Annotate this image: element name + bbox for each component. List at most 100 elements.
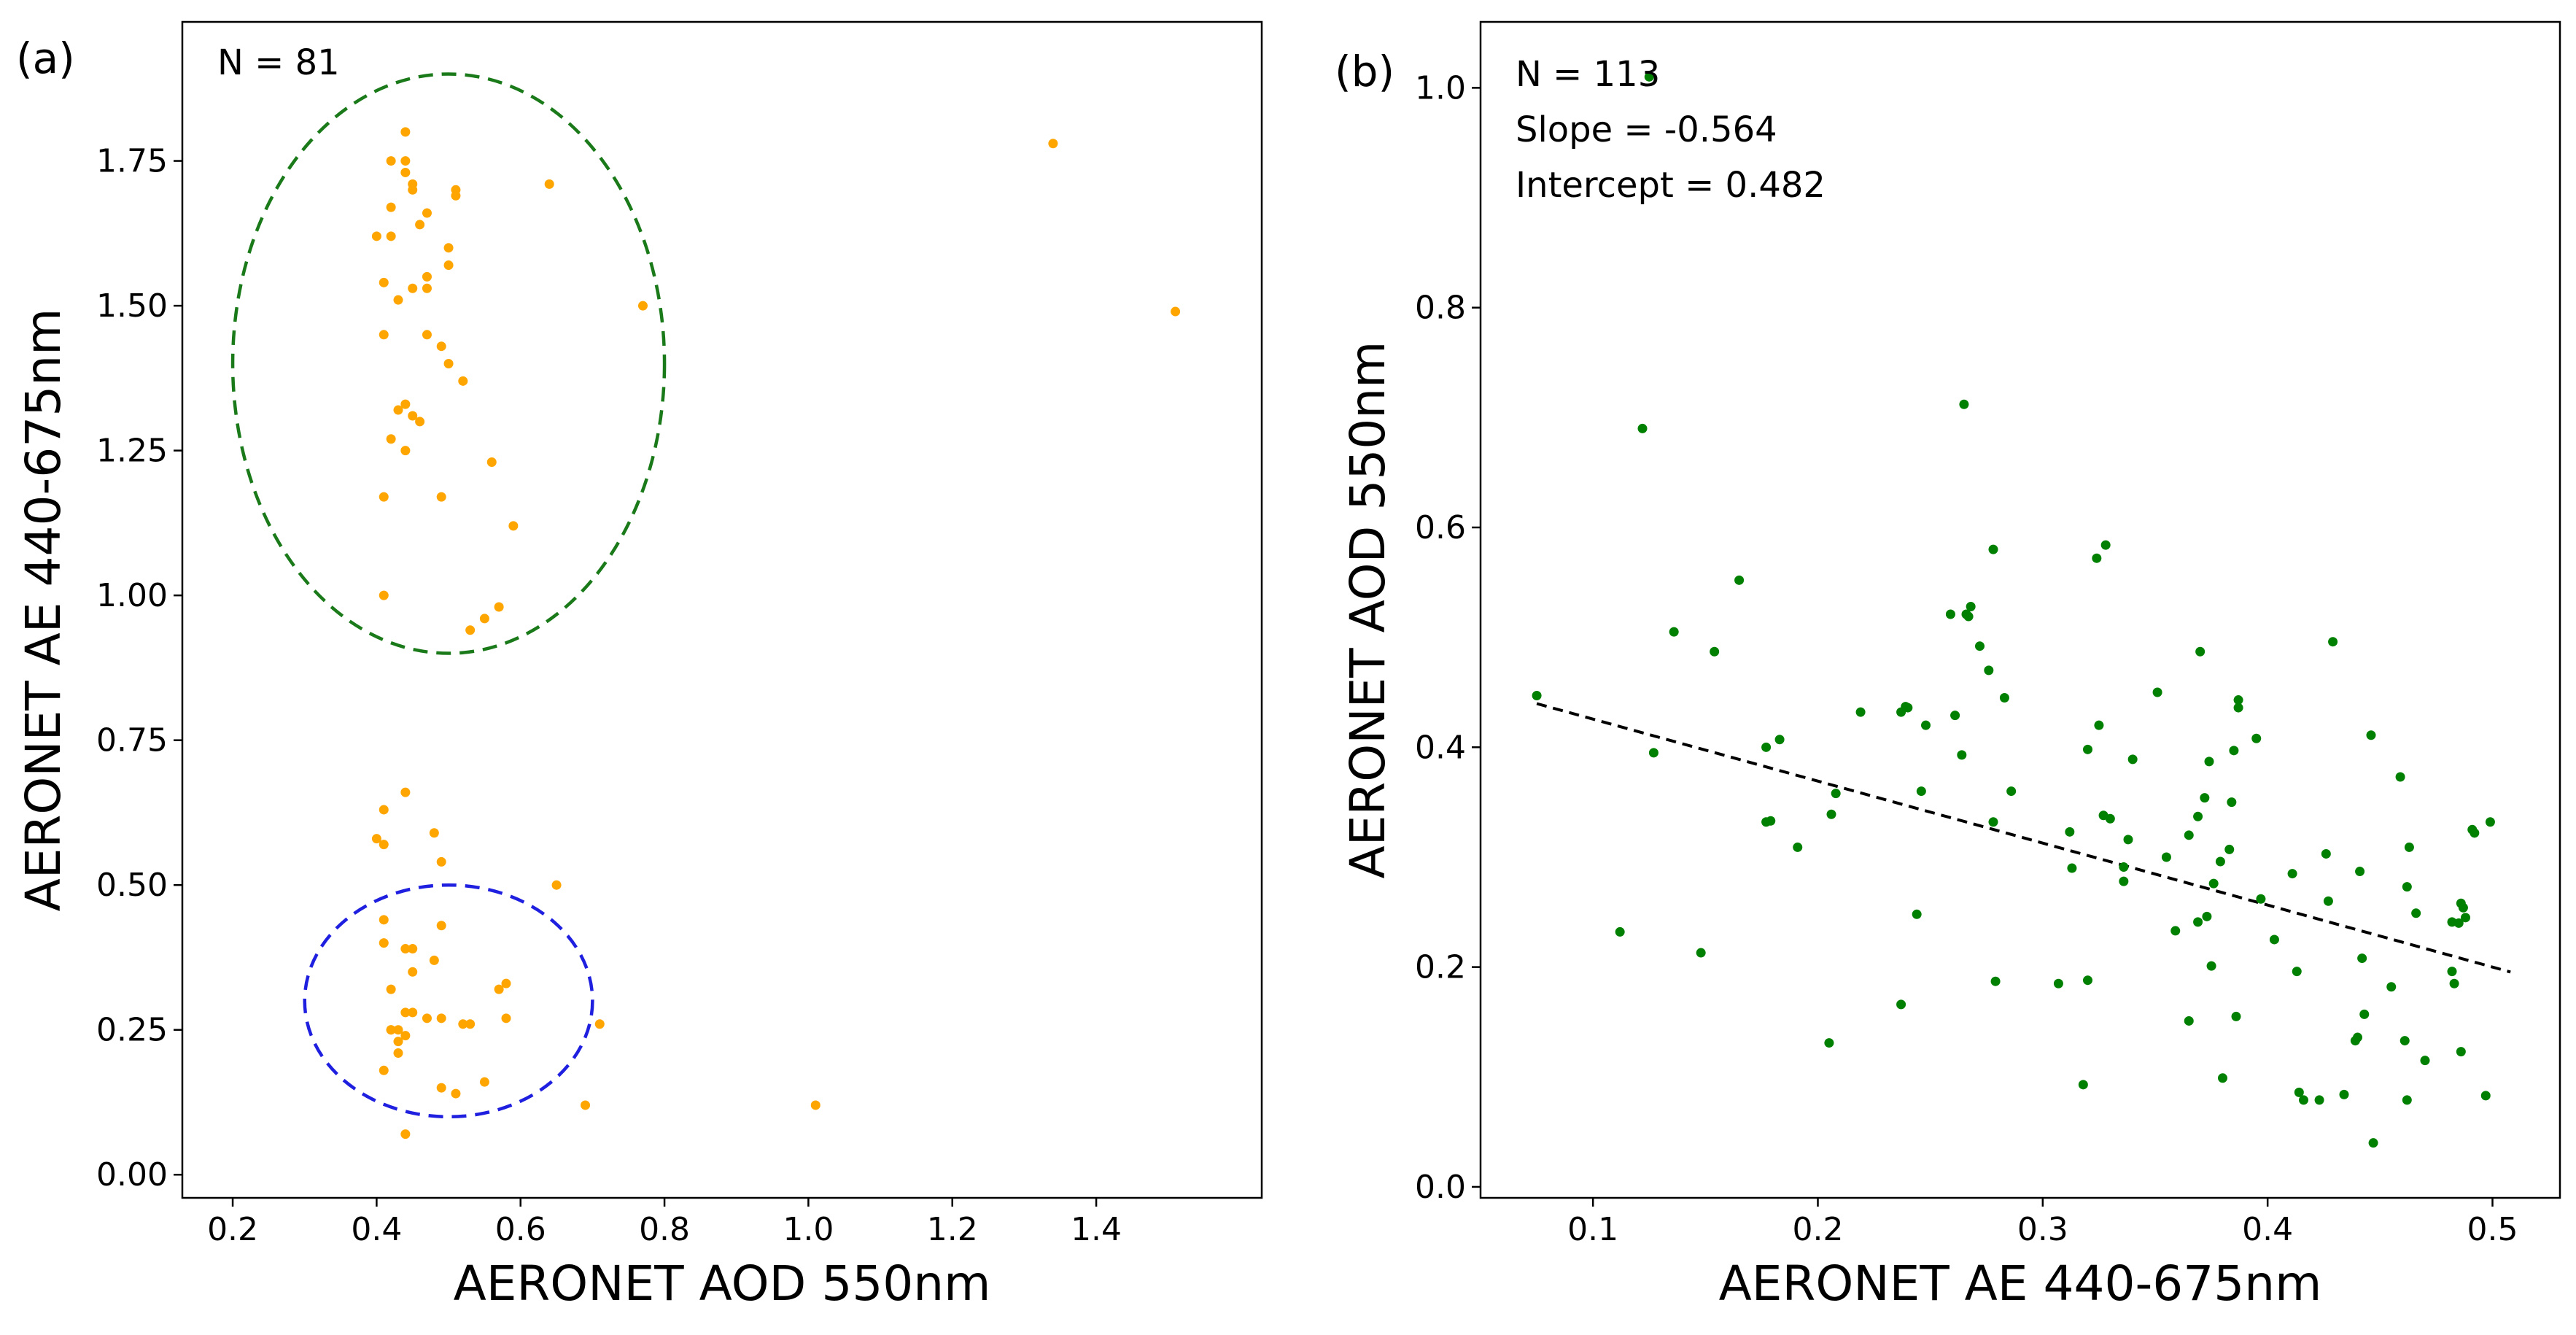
panel-b-data-point — [2100, 540, 2111, 550]
panel-a-xtick-label: 1.0 — [783, 1211, 834, 1248]
panel-a-data-point — [400, 399, 411, 409]
panel-a-data-point — [386, 231, 396, 241]
panel-b-data-point — [1957, 750, 1967, 760]
panel-b-data-point — [2119, 876, 2129, 886]
panel-a-data-point — [429, 828, 439, 838]
panel-b-data-point — [1669, 627, 1679, 637]
panel-b-data-point — [2206, 961, 2216, 971]
panel-b-data-point — [2233, 703, 2243, 713]
panel-a-data-point — [400, 446, 411, 456]
panel-a-ytick-label: 0.00 — [96, 1156, 168, 1193]
panel-b-ytick-label: 1.0 — [1415, 69, 1466, 107]
panel-b-data-point — [2233, 695, 2243, 705]
panel-b-data-point — [1855, 707, 1866, 717]
panel-b-data-point — [2357, 953, 2367, 964]
panel-b-data-point — [2105, 813, 2115, 824]
panel-a-data-point — [508, 521, 519, 531]
panel-b-data-point — [2127, 754, 2138, 765]
panel-b-data-point — [1710, 646, 1720, 657]
panel-b-data-point — [1644, 71, 1654, 82]
panel-b-data-point — [2447, 967, 2457, 977]
panel-b-data-point — [1896, 707, 1906, 717]
panel-a-data-point — [386, 984, 396, 994]
panel-b-annotation-n: N = 113 — [1516, 54, 1660, 95]
panel-a-data-point — [408, 185, 418, 195]
panel-b-data-point — [1615, 926, 1625, 937]
panel-a-data-point — [451, 190, 461, 201]
panel-a-data-point — [379, 492, 389, 502]
panel-a-data-point — [379, 938, 389, 948]
panel-b-ytick-label: 0.4 — [1415, 729, 1466, 766]
panel-a-data-point — [436, 856, 446, 867]
panel-b-label: (b) — [1335, 47, 1394, 96]
panel-b-data-point — [2359, 1009, 2370, 1019]
panel-b-data-point — [2420, 1056, 2430, 1066]
panel-b-data-point — [2251, 733, 2262, 743]
panel-b-data-point — [2400, 1036, 2410, 1046]
panel-b-data-point — [2366, 730, 2376, 740]
panel-b-data-point — [2053, 978, 2063, 988]
panel-a-data-point — [494, 602, 504, 612]
panel-b-data-point — [2294, 1087, 2304, 1097]
panel-b-data-point — [2395, 772, 2405, 782]
panel-a-data-point — [479, 1077, 489, 1087]
panel-a-data-point — [415, 220, 425, 230]
panel-a-data-point — [581, 1100, 591, 1110]
panel-a-data-point — [408, 1007, 418, 1018]
panel-a-data-point — [379, 590, 389, 600]
panel-b-data-point — [2193, 811, 2203, 821]
panel-a-data-point — [379, 1065, 389, 1075]
panel-b-data-point — [2152, 687, 2162, 697]
panel-b-data-point — [2485, 817, 2495, 827]
panel-b-annotation-intercept: Intercept = 0.482 — [1516, 165, 1826, 206]
panel-b-regression-line — [1536, 702, 2511, 974]
panel-b-xtick-label: 0.5 — [2467, 1211, 2518, 1248]
panel-a-ytick-label: 0.75 — [96, 722, 168, 759]
panel-b-xtick-label: 0.1 — [1567, 1211, 1618, 1248]
panel-a-data-point — [422, 283, 432, 293]
panel-b-data-point — [2368, 1138, 2378, 1148]
panel-b-data-point — [2119, 862, 2129, 872]
panel-b-data-point — [2094, 720, 2104, 730]
panel-a-data-point — [637, 301, 648, 311]
panel-b-data-point — [2292, 967, 2302, 977]
panel-a-data-point — [443, 260, 454, 271]
panel-b-data-point — [2287, 869, 2297, 879]
panel-a-xtick-label: 1.2 — [927, 1211, 978, 1248]
panel-b-ticks: 0.1 0.2 0.3 0.4 0.5 0.0 0.2 0.4 0.6 0.8 1.0 — [1415, 69, 2518, 1248]
panel-b-data-point — [1824, 1038, 1834, 1048]
panel-b-data-point — [1975, 641, 1985, 651]
panel-b-data-point — [1959, 399, 1969, 409]
panel-a-green-ellipse — [230, 72, 667, 655]
panel-a-data-point — [486, 457, 497, 468]
panel-b-ytick-label: 0.8 — [1415, 290, 1466, 327]
panel-b-data-point — [2083, 744, 2092, 754]
panel-a-ylabel: AERONET AE 440-675nm — [15, 309, 71, 912]
panel-b-ylabel: AERONET AOD 550nm — [1340, 341, 1396, 879]
panel-a-xtick-label: 0.6 — [495, 1211, 546, 1248]
panel-b-ytick-label: 0.0 — [1415, 1169, 1466, 1206]
panel-b-data-point — [2402, 882, 2412, 892]
panel-a-data-point — [436, 492, 446, 502]
panel-b-data-point — [1984, 665, 1994, 676]
panel-a-data-point — [422, 271, 432, 282]
panel-b-data-point — [2411, 908, 2421, 918]
panel-a-ytick-label: 1.50 — [96, 287, 168, 325]
panel-a-xlabel: AERONET AOD 550nm — [454, 1255, 991, 1312]
panel-b-data-point — [2299, 1095, 2308, 1105]
panel-b-data-point — [2170, 926, 2181, 936]
panel-a-xtick-label: 1.4 — [1071, 1211, 1122, 1248]
panel-b-data-point — [2215, 856, 2225, 867]
panel-a-data-point — [393, 295, 403, 305]
panel-b-annotation-slope: Slope = -0.564 — [1516, 109, 1777, 150]
panel-a-data-point — [443, 359, 454, 369]
panel-a-chart: (a) 0.2 0.4 0.6 0.8 1.0 1.2 1.4 0.00 0.25 0.50 0.7… — [15, 20, 1263, 1312]
panel-b-data-point — [2065, 827, 2075, 837]
panel-a-data-point — [408, 944, 418, 954]
panel-b-data-point — [2328, 637, 2338, 647]
panel-a-data-point — [422, 330, 432, 340]
panel-b-data-point — [2323, 896, 2333, 906]
panel-a-data-point — [400, 1007, 411, 1018]
panel-a-data-point — [400, 1129, 411, 1139]
panel-b-data-point — [1831, 789, 1841, 799]
